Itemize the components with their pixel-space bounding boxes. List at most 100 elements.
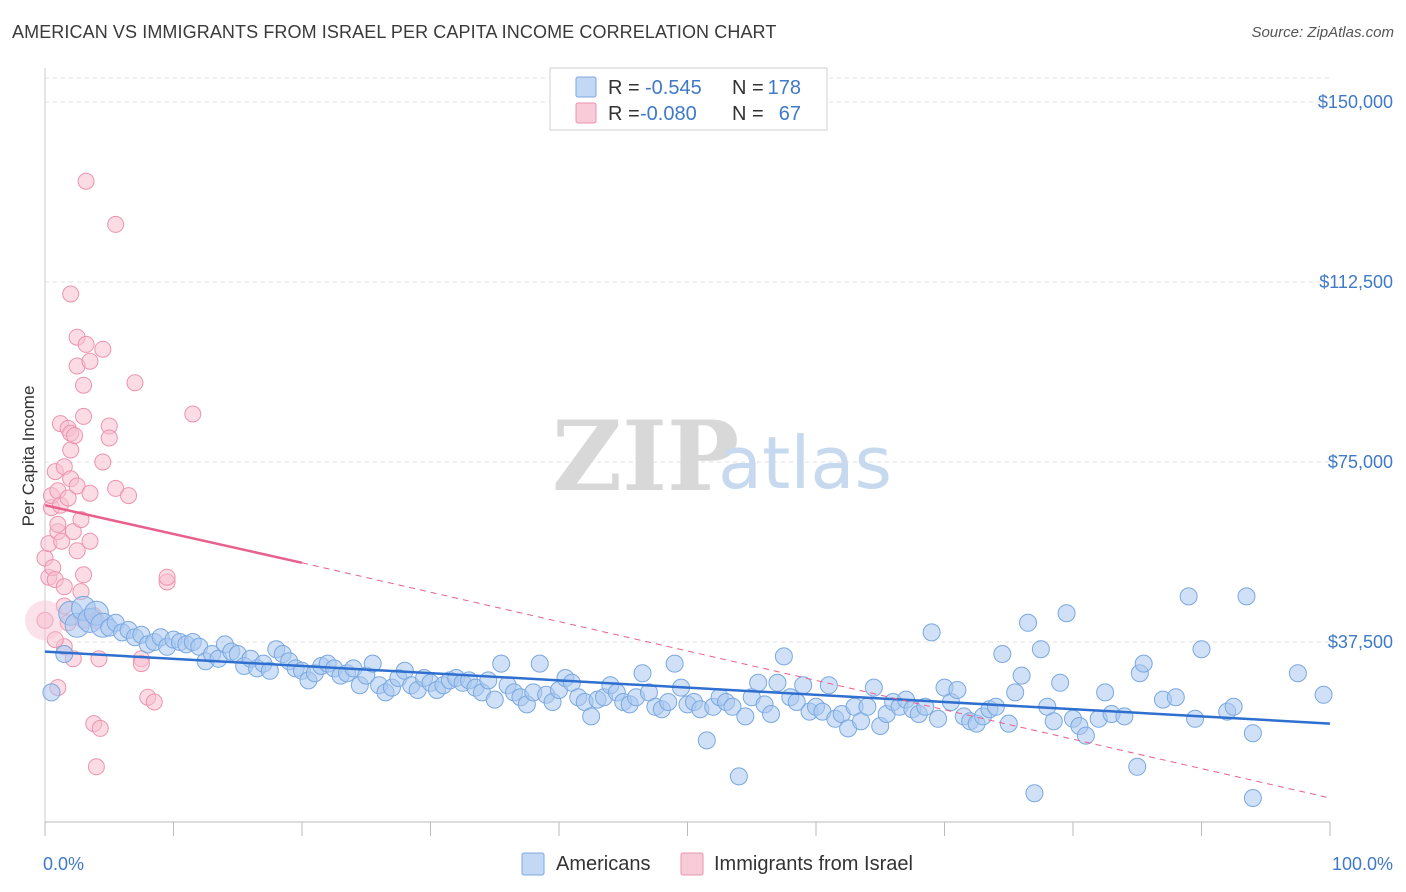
legend-bottom-israel-label: Immigrants from Israel: [714, 853, 913, 875]
israel-point: [107, 479, 125, 497]
americans-point: [1096, 683, 1115, 702]
americans-point: [768, 673, 787, 692]
israel-point: [75, 407, 93, 425]
y-tick-label: $112,500: [1319, 272, 1393, 292]
americans-point: [819, 676, 838, 695]
israel-point: [158, 568, 176, 586]
x-tick-label-min: 0.0%: [43, 854, 84, 874]
israel-point: [87, 758, 105, 776]
israel-point: [75, 566, 93, 584]
legend-bottom-israel-swatch: [680, 852, 704, 876]
americans-point: [1179, 587, 1198, 606]
americans-point: [762, 705, 781, 723]
americans-point: [697, 731, 716, 750]
legend-israel-r-label: R =: [608, 103, 640, 125]
israel-point: [94, 340, 112, 358]
americans-point: [916, 697, 935, 716]
americans-point: [633, 664, 652, 683]
legend-israel-n-value: 67: [779, 103, 801, 125]
americans-point: [858, 697, 877, 716]
israel-point: [64, 523, 82, 541]
israel-point: [59, 489, 77, 507]
israel-point: [132, 655, 150, 673]
americans-point: [1128, 757, 1147, 776]
americans-point: [492, 654, 511, 673]
americans-point: [948, 681, 967, 699]
americans-point: [1243, 789, 1262, 807]
americans-point: [999, 714, 1018, 733]
israel-point: [55, 578, 73, 596]
americans-point: [736, 707, 755, 726]
americans-point: [479, 671, 498, 690]
americans-point: [363, 654, 382, 673]
americans-point: [729, 767, 748, 786]
legend-top: R = -0.545 N = 178 R = -0.080 N = 67: [549, 67, 828, 131]
americans-point: [42, 683, 61, 702]
israel-point: [107, 215, 125, 233]
legend-israel-r-value: -0.080: [640, 103, 697, 125]
americans-point: [1134, 654, 1153, 673]
israel-point: [81, 352, 99, 370]
israel-point: [100, 429, 118, 447]
israel-point: [62, 285, 80, 303]
israel-point: [49, 515, 67, 533]
legend-israel-n-label: N =: [732, 103, 764, 125]
israel-point: [66, 427, 84, 445]
americans-point: [993, 645, 1012, 663]
americans-point: [1224, 697, 1243, 716]
series-israel-points: [25, 172, 202, 776]
trend-lines: [44, 503, 1331, 799]
americans-point: [723, 697, 742, 716]
source-credit: Source: ZipAtlas.com: [1251, 24, 1394, 41]
chart-title: AMERICAN VS IMMIGRANTS FROM ISRAEL PER C…: [12, 22, 777, 42]
watermark-zip: ZIP: [552, 400, 739, 513]
legend-bottom-americans-label: Americans: [556, 853, 650, 875]
americans-point: [929, 709, 948, 728]
watermark-atlas: atlas: [718, 421, 892, 505]
americans-point: [1243, 724, 1262, 743]
israel-point: [77, 335, 95, 353]
americans-point: [582, 707, 601, 726]
israel-point: [120, 487, 138, 505]
israel-trend-line: [44, 503, 303, 565]
americans-point: [1076, 726, 1095, 745]
americans-point: [530, 654, 549, 673]
americans-point: [485, 690, 504, 709]
israel-point: [75, 376, 93, 394]
americans-point: [260, 661, 279, 680]
series-americans-points: [42, 587, 1333, 807]
americans-point: [1115, 707, 1134, 726]
y-tick-labels: $37,500 $75,000 $112,500 $150,000: [1318, 92, 1393, 652]
y-axis-title: Per Capita Income: [19, 386, 38, 527]
israel-point: [126, 374, 144, 392]
legend-americans-r-value: -0.545: [645, 77, 702, 99]
americans-point: [1031, 640, 1050, 659]
israel-point: [68, 477, 86, 495]
israel-point: [145, 693, 163, 711]
israel-point-cluster: [25, 600, 65, 641]
israel-point: [46, 631, 64, 649]
legend-bottom-americans-swatch: [521, 852, 545, 876]
legend-americans-r-label: R =: [608, 77, 640, 99]
y-tick-label: $150,000: [1318, 92, 1393, 112]
americans-point: [864, 678, 883, 697]
israel-point: [53, 532, 71, 550]
americans-point: [1166, 688, 1185, 707]
americans-point: [1051, 673, 1070, 692]
americans-point: [1044, 712, 1063, 731]
israel-point: [68, 542, 86, 560]
americans-point: [1192, 640, 1211, 659]
legend-americans-n-label: N =: [732, 77, 764, 99]
americans-point: [1006, 683, 1025, 702]
americans-point: [1057, 604, 1076, 623]
israel-point: [184, 405, 202, 423]
americans-point: [1314, 685, 1333, 704]
israel-point: [77, 172, 95, 190]
israel-point: [81, 484, 99, 502]
americans-trend-line: [44, 650, 1331, 725]
americans-point: [659, 693, 678, 711]
israel-point: [62, 441, 80, 459]
israel-point: [94, 453, 112, 471]
americans-point: [1186, 709, 1205, 728]
grid-lines: [45, 77, 1330, 643]
